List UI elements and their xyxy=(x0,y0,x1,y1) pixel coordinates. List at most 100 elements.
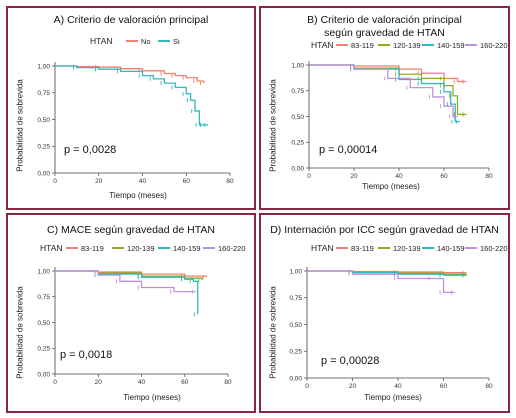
x-tick-label: 80 xyxy=(485,383,493,390)
legend-item-83-119: 83-119 xyxy=(66,244,104,253)
legend-label: 120-139 xyxy=(393,244,421,253)
x-tick-label: 40 xyxy=(395,173,403,180)
p-value: p = 0,0018 xyxy=(60,349,113,361)
legend: HTAN 83-119 120-139 140-159 160-220 xyxy=(261,243,508,257)
p-value: p = 0,00014 xyxy=(319,144,378,156)
x-tick-label: 0 xyxy=(307,173,311,180)
legend-item-no: No xyxy=(126,37,151,46)
x-tick-label: 20 xyxy=(95,379,103,386)
y-tick-label: 0,75 xyxy=(37,90,50,97)
km-curve-Si xyxy=(55,65,209,126)
legend-title: HTAN xyxy=(311,243,334,253)
legend-item-120-139: 120-139 xyxy=(378,244,421,253)
legend-title: HTAN xyxy=(311,40,334,50)
km-curve-120-139 xyxy=(309,64,467,116)
y-tick-label: 0,50 xyxy=(289,322,302,329)
x-tick-label: 0 xyxy=(305,383,309,390)
y-tick-label: 0,25 xyxy=(289,349,302,356)
km-curve-140-159 xyxy=(55,270,199,315)
legend-swatch xyxy=(66,247,78,250)
legend-label: Si xyxy=(173,37,180,46)
y-tick-label: 1,00 xyxy=(37,268,50,275)
y-tick-label: 0,75 xyxy=(291,88,304,95)
legend-item-140-159: 140-159 xyxy=(158,244,201,253)
y-tick-label: 0,75 xyxy=(289,295,302,302)
x-tick-label: 40 xyxy=(394,383,402,390)
legend-swatch xyxy=(336,247,348,250)
x-tick-label: 80 xyxy=(226,178,234,185)
legend-swatch xyxy=(158,247,170,250)
legend-item-140-159: 140-159 xyxy=(422,244,465,253)
p-value: p = 0,0028 xyxy=(64,144,117,156)
x-axis-label: Tiempo (meses) xyxy=(109,191,167,200)
legend-label: 140-159 xyxy=(437,244,465,253)
panel-b: B) Criterio de valoración principal segú… xyxy=(259,6,510,210)
panel-title: D) Internación por ICC según gravedad de… xyxy=(270,224,499,236)
y-tick-label: 1,00 xyxy=(289,268,302,275)
legend-swatch xyxy=(126,40,138,43)
x-tick-label: 80 xyxy=(224,379,232,386)
legend-swatch xyxy=(203,247,215,250)
panel-a: A) Criterio de valoración principal HTAN… xyxy=(6,6,256,210)
legend-item-140-159: 140-159 xyxy=(422,41,465,50)
y-tick-label: 0,00 xyxy=(37,371,50,378)
panel-d: D) Internación por ICC según gravedad de… xyxy=(259,213,510,413)
x-axis-label: Tiempo (meses) xyxy=(362,182,420,191)
legend-label: 140-159 xyxy=(173,244,201,253)
legend-item-120-139: 120-139 xyxy=(378,41,421,50)
legend-item-si: Si xyxy=(158,37,180,46)
legend-item-120-139: 120-139 xyxy=(112,244,155,253)
y-tick-label: 1,00 xyxy=(37,63,50,70)
y-tick-label: 0,00 xyxy=(37,170,50,177)
legend: HTAN 83-119 120-139 140-159 160-220 xyxy=(8,243,254,257)
panel-title: B) Criterio de valoración principal xyxy=(307,14,462,26)
y-tick-label: 0,25 xyxy=(37,346,50,353)
legend-swatch xyxy=(465,247,477,250)
legend-label: 160-220 xyxy=(480,41,508,50)
legend-label: 83-119 xyxy=(351,244,374,253)
panel-title: C) MACE según gravedad de HTAN xyxy=(47,224,215,236)
y-tick-label: 1,00 xyxy=(291,62,304,69)
y-axis-label: Probabilidad de sobrevida xyxy=(15,286,25,379)
x-tick-label: 60 xyxy=(440,383,448,390)
legend-item-160-220: 160-220 xyxy=(465,244,508,253)
legend-swatch xyxy=(158,40,170,43)
panel-c: C) MACE según gravedad de HTAN HTAN 83-1… xyxy=(6,213,256,413)
x-tick-label: 20 xyxy=(350,173,358,180)
legend-title: HTAN xyxy=(90,36,113,46)
legend-swatch xyxy=(378,247,390,250)
y-tick-label: 0,75 xyxy=(37,294,50,301)
x-tick-label: 0 xyxy=(53,178,57,185)
panel-title: A) Criterio de valoración principal xyxy=(53,14,209,26)
legend-item-83-119: 83-119 xyxy=(336,41,374,50)
legend-label: 120-139 xyxy=(393,41,421,50)
km-curve-No xyxy=(55,65,205,84)
legend-swatch xyxy=(378,44,390,47)
legend-label: 160-220 xyxy=(218,244,246,253)
y-axis-label: Probabilidad de sobrevida xyxy=(268,79,278,172)
chart-svg: 0,00 0,25 0,50 0,75 1,00 0 20 40 60 80 xyxy=(289,267,493,390)
y-tick-label: 0,25 xyxy=(37,144,50,151)
legend-label: 140-159 xyxy=(437,41,465,50)
x-tick-label: 60 xyxy=(183,178,191,185)
legend-label: 83-119 xyxy=(81,244,104,253)
km-curve-160-220 xyxy=(309,64,458,118)
y-tick-label: 0,50 xyxy=(37,320,50,327)
y-tick-label: 0,00 xyxy=(291,165,304,172)
km-curve-160-220 xyxy=(307,270,455,294)
x-tick-label: 20 xyxy=(349,383,357,390)
legend-swatch xyxy=(422,247,434,250)
legend-item-160-220: 160-220 xyxy=(203,244,246,253)
x-tick-label: 40 xyxy=(139,178,147,185)
y-tick-label: 0,25 xyxy=(291,140,304,147)
y-tick-label: 0,50 xyxy=(291,114,304,121)
legend-title: HTAN xyxy=(40,243,63,253)
legend-item-83-119: 83-119 xyxy=(336,244,374,253)
chart-svg: 0,00 0,25 0,50 0,75 1,00 0 20 40 60 80 xyxy=(37,267,232,386)
legend-label: No xyxy=(141,37,151,46)
x-tick-label: 0 xyxy=(53,379,57,386)
y-tick-label: 0,00 xyxy=(289,375,302,382)
legend-swatch xyxy=(112,247,124,250)
km-curve-160-220 xyxy=(55,270,196,293)
